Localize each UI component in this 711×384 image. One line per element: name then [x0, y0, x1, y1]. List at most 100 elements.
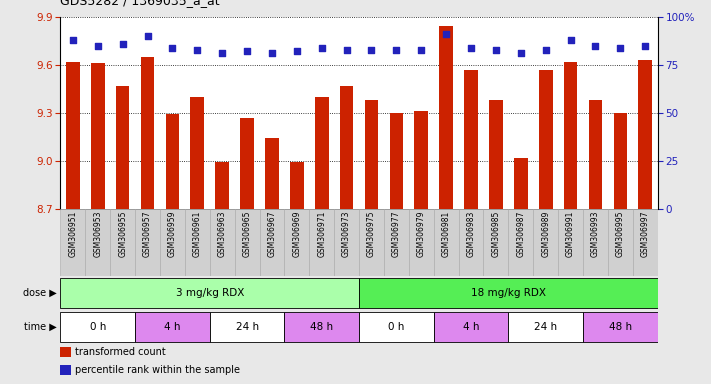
Point — [639, 43, 651, 49]
Text: dose ▶: dose ▶ — [23, 288, 57, 298]
Bar — [608, 209, 633, 276]
Text: time ▶: time ▶ — [24, 322, 57, 332]
Point — [292, 48, 303, 55]
Bar — [191, 97, 204, 209]
Bar — [409, 209, 434, 276]
Text: GSM306983: GSM306983 — [466, 211, 476, 257]
Bar — [240, 118, 254, 209]
Bar — [558, 209, 583, 276]
Bar — [334, 209, 359, 276]
Point — [614, 45, 626, 51]
Bar — [309, 209, 334, 276]
Bar — [60, 365, 71, 376]
Bar — [564, 62, 577, 209]
Bar — [359, 209, 384, 276]
Bar — [185, 209, 210, 276]
Bar — [514, 158, 528, 209]
Text: 0 h: 0 h — [388, 322, 405, 332]
Bar — [60, 209, 85, 276]
Text: 48 h: 48 h — [609, 322, 632, 332]
Bar — [91, 63, 105, 209]
Point — [266, 50, 277, 56]
Point — [515, 50, 526, 56]
Point — [391, 46, 402, 53]
Point — [365, 46, 377, 53]
Text: 24 h: 24 h — [534, 322, 557, 332]
Text: GSM306973: GSM306973 — [342, 211, 351, 257]
Point — [490, 46, 501, 53]
Text: GSM306979: GSM306979 — [417, 211, 426, 257]
Bar — [166, 114, 179, 209]
Point — [415, 46, 427, 53]
Text: 18 mg/kg RDX: 18 mg/kg RDX — [471, 288, 546, 298]
Text: GSM306981: GSM306981 — [442, 211, 451, 257]
Point — [341, 46, 352, 53]
Text: GSM306995: GSM306995 — [616, 211, 625, 257]
Point — [191, 46, 203, 53]
Bar — [340, 86, 353, 209]
Bar — [365, 100, 378, 209]
Point — [565, 37, 576, 43]
Text: 4 h: 4 h — [463, 322, 479, 332]
Text: GSM306953: GSM306953 — [93, 211, 102, 257]
Point — [540, 46, 551, 53]
Text: 0 h: 0 h — [90, 322, 106, 332]
Bar — [508, 209, 533, 276]
Bar — [60, 311, 135, 342]
Bar — [110, 209, 135, 276]
Text: GSM306959: GSM306959 — [168, 211, 177, 257]
Text: GSM306989: GSM306989 — [541, 211, 550, 257]
Text: 4 h: 4 h — [164, 322, 181, 332]
Bar — [135, 209, 160, 276]
Bar — [284, 209, 309, 276]
Bar — [60, 347, 71, 357]
Text: GSM306991: GSM306991 — [566, 211, 575, 257]
Bar — [235, 209, 260, 276]
Text: 3 mg/kg RDX: 3 mg/kg RDX — [176, 288, 244, 298]
Bar — [210, 209, 235, 276]
Text: 48 h: 48 h — [310, 322, 333, 332]
Text: GSM306957: GSM306957 — [143, 211, 152, 257]
Bar — [210, 311, 284, 342]
Point — [465, 45, 476, 51]
Text: GSM306969: GSM306969 — [292, 211, 301, 257]
Text: GSM306961: GSM306961 — [193, 211, 202, 257]
Bar — [284, 311, 359, 342]
Point — [117, 41, 128, 47]
Text: GSM306993: GSM306993 — [591, 211, 600, 257]
Text: GSM306977: GSM306977 — [392, 211, 401, 257]
Bar — [116, 86, 129, 209]
Bar — [508, 311, 583, 342]
Bar — [533, 209, 558, 276]
Text: percentile rank within the sample: percentile rank within the sample — [75, 365, 240, 375]
Bar — [215, 162, 229, 209]
Bar — [439, 26, 453, 209]
Bar — [459, 209, 483, 276]
Text: GSM306987: GSM306987 — [516, 211, 525, 257]
Bar — [390, 113, 403, 209]
Bar — [589, 100, 602, 209]
Bar — [614, 113, 627, 209]
Bar — [384, 209, 409, 276]
Bar — [489, 100, 503, 209]
Text: GSM306951: GSM306951 — [68, 211, 77, 257]
Bar — [60, 278, 359, 308]
Text: GDS5282 / 1369035_a_at: GDS5282 / 1369035_a_at — [60, 0, 220, 7]
Bar — [260, 209, 284, 276]
Text: GSM306967: GSM306967 — [267, 211, 277, 257]
Point — [440, 31, 452, 37]
Text: GSM306985: GSM306985 — [491, 211, 501, 257]
Text: GSM306971: GSM306971 — [317, 211, 326, 257]
Bar — [265, 139, 279, 209]
Point — [92, 43, 104, 49]
Bar — [583, 311, 658, 342]
Bar — [434, 311, 508, 342]
Point — [241, 48, 253, 55]
Bar — [141, 57, 154, 209]
Bar — [290, 162, 304, 209]
Text: GSM306997: GSM306997 — [641, 211, 650, 257]
Bar — [415, 111, 428, 209]
Point — [67, 37, 78, 43]
Text: GSM306975: GSM306975 — [367, 211, 376, 257]
Bar — [583, 209, 608, 276]
